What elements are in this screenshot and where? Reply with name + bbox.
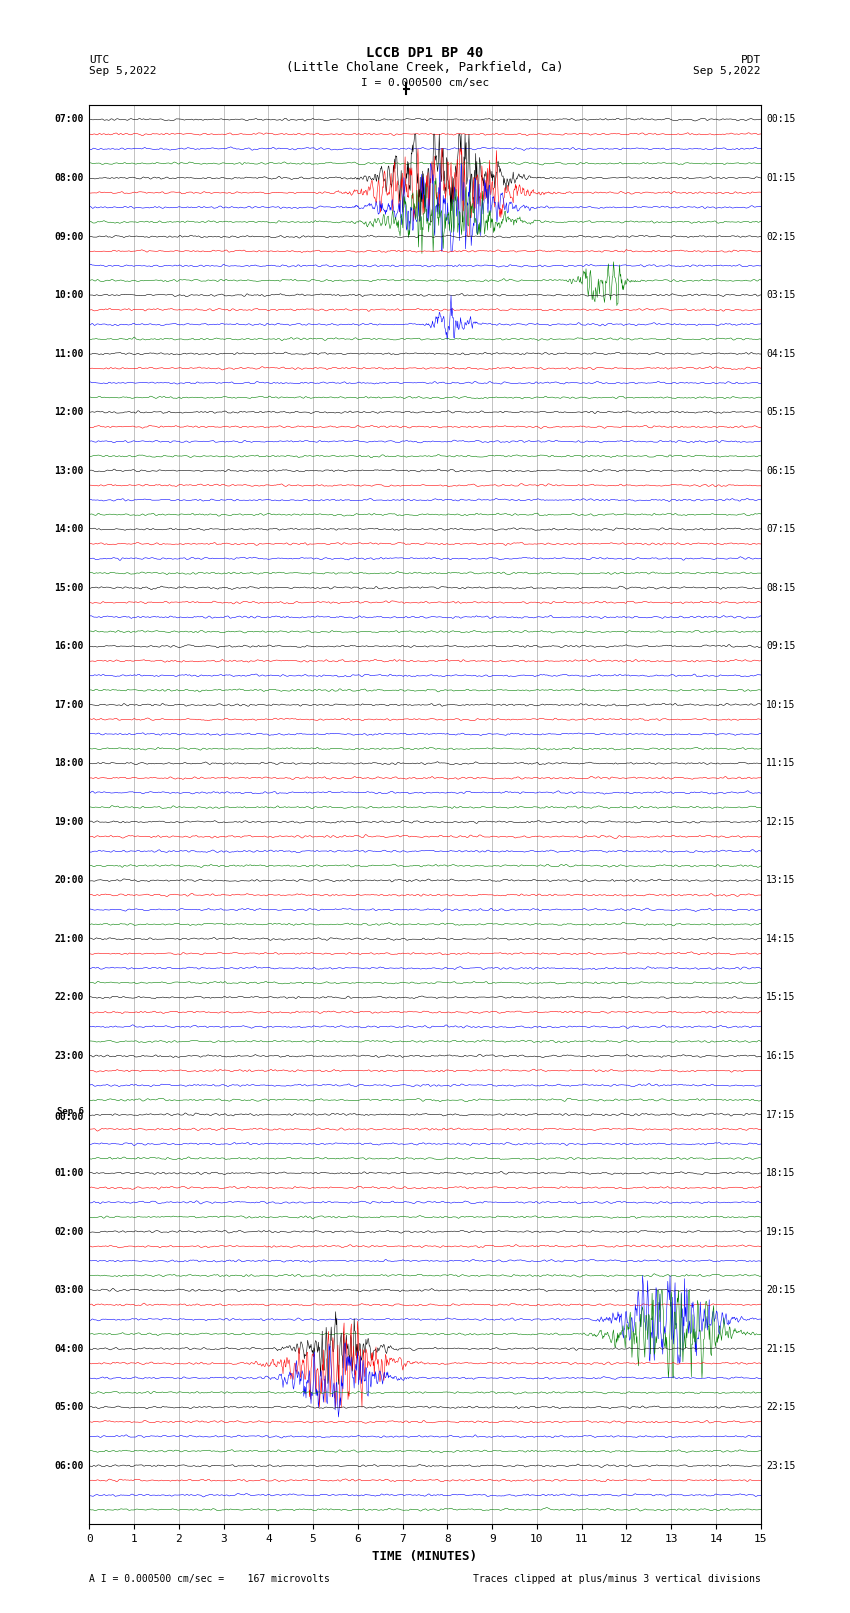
Text: 01:00: 01:00	[54, 1168, 84, 1177]
Text: 00:15: 00:15	[766, 115, 796, 124]
Text: 16:15: 16:15	[766, 1052, 796, 1061]
Text: 03:00: 03:00	[54, 1286, 84, 1295]
X-axis label: TIME (MINUTES): TIME (MINUTES)	[372, 1550, 478, 1563]
Text: UTC: UTC	[89, 55, 110, 65]
Text: 01:15: 01:15	[766, 173, 796, 182]
Text: 07:00: 07:00	[54, 115, 84, 124]
Text: Sep 5,2022: Sep 5,2022	[89, 66, 156, 76]
Text: I = 0.000500 cm/sec: I = 0.000500 cm/sec	[361, 77, 489, 87]
Text: 07:15: 07:15	[766, 524, 796, 534]
Text: 10:00: 10:00	[54, 290, 84, 300]
Text: 18:00: 18:00	[54, 758, 84, 768]
Text: 20:15: 20:15	[766, 1286, 796, 1295]
Text: 22:15: 22:15	[766, 1402, 796, 1413]
Text: 03:15: 03:15	[766, 290, 796, 300]
Text: 10:15: 10:15	[766, 700, 796, 710]
Text: 04:00: 04:00	[54, 1344, 84, 1353]
Text: 14:00: 14:00	[54, 524, 84, 534]
Text: 12:00: 12:00	[54, 406, 84, 418]
Text: 06:15: 06:15	[766, 466, 796, 476]
Text: 14:15: 14:15	[766, 934, 796, 944]
Text: 17:00: 17:00	[54, 700, 84, 710]
Text: 12:15: 12:15	[766, 816, 796, 827]
Text: 16:00: 16:00	[54, 642, 84, 652]
Text: 18:15: 18:15	[766, 1168, 796, 1177]
Text: Sep 6: Sep 6	[57, 1108, 84, 1116]
Text: 05:00: 05:00	[54, 1402, 84, 1413]
Text: 04:15: 04:15	[766, 348, 796, 358]
Text: 23:00: 23:00	[54, 1052, 84, 1061]
Text: 08:00: 08:00	[54, 173, 84, 182]
Text: LCCB DP1 BP 40: LCCB DP1 BP 40	[366, 47, 484, 60]
Text: 05:15: 05:15	[766, 406, 796, 418]
Text: 21:00: 21:00	[54, 934, 84, 944]
Text: PDT: PDT	[740, 55, 761, 65]
Text: 00:00: 00:00	[54, 1113, 84, 1123]
Text: 20:00: 20:00	[54, 876, 84, 886]
Text: A I = 0.000500 cm/sec =    167 microvolts: A I = 0.000500 cm/sec = 167 microvolts	[89, 1574, 330, 1584]
Text: 11:00: 11:00	[54, 348, 84, 358]
Text: 13:15: 13:15	[766, 876, 796, 886]
Text: 02:15: 02:15	[766, 232, 796, 242]
Text: 22:00: 22:00	[54, 992, 84, 1003]
Text: 21:15: 21:15	[766, 1344, 796, 1353]
Text: 13:00: 13:00	[54, 466, 84, 476]
Text: 23:15: 23:15	[766, 1461, 796, 1471]
Text: Traces clipped at plus/minus 3 vertical divisions: Traces clipped at plus/minus 3 vertical …	[473, 1574, 761, 1584]
Text: 11:15: 11:15	[766, 758, 796, 768]
Text: 02:00: 02:00	[54, 1226, 84, 1237]
Text: 19:00: 19:00	[54, 816, 84, 827]
Text: 06:00: 06:00	[54, 1461, 84, 1471]
Text: 15:00: 15:00	[54, 582, 84, 592]
Text: 17:15: 17:15	[766, 1110, 796, 1119]
Text: 08:15: 08:15	[766, 582, 796, 592]
Text: 15:15: 15:15	[766, 992, 796, 1003]
Text: (Little Cholane Creek, Parkfield, Ca): (Little Cholane Creek, Parkfield, Ca)	[286, 61, 564, 74]
Text: Sep 5,2022: Sep 5,2022	[694, 66, 761, 76]
Text: 19:15: 19:15	[766, 1226, 796, 1237]
Text: 09:00: 09:00	[54, 232, 84, 242]
Text: 09:15: 09:15	[766, 642, 796, 652]
